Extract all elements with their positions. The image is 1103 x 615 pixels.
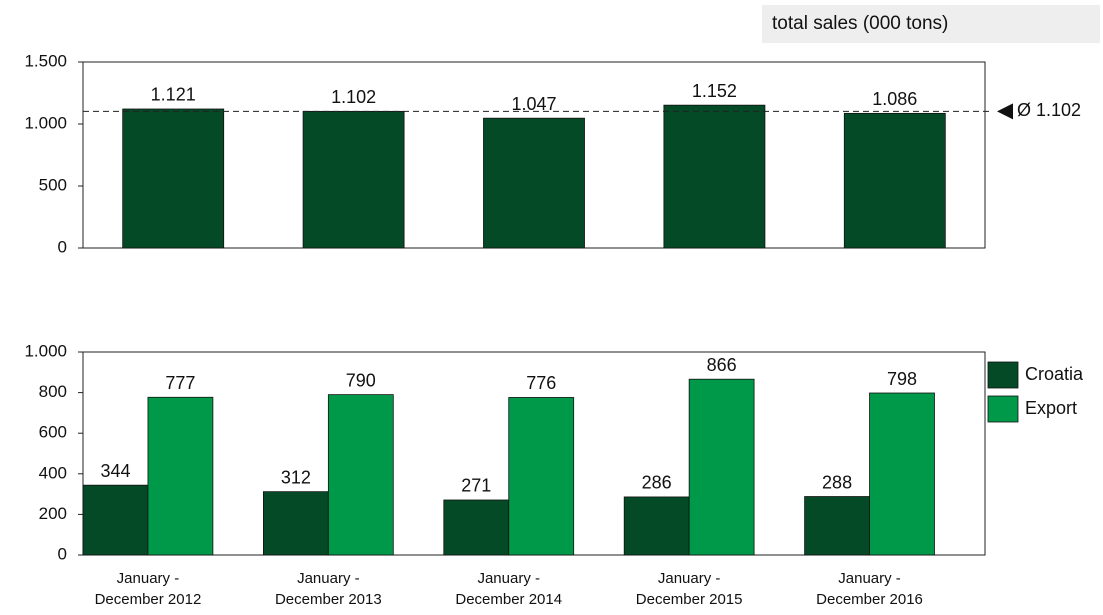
- bar: [843, 112, 946, 249]
- bar: [663, 104, 766, 249]
- bar: [623, 496, 690, 556]
- y-tick-label: 0: [58, 237, 67, 256]
- x-tick-label: January - December 2015: [635, 570, 743, 608]
- data-label: 798: [887, 369, 917, 389]
- y-tick-label: 400: [39, 463, 67, 482]
- bar: [869, 392, 935, 556]
- data-label: 1.121: [151, 85, 196, 105]
- y-tick-label: 1.500: [24, 51, 67, 70]
- data-label: 1.047: [511, 94, 556, 114]
- average-marker: [997, 103, 1013, 120]
- y-tick-label: 1.000: [24, 113, 67, 132]
- y-tick-label: 200: [39, 504, 67, 523]
- title-box: [762, 5, 1100, 43]
- bar: [302, 110, 405, 249]
- bar: [327, 394, 394, 556]
- data-label: 790: [346, 370, 376, 390]
- bar: [443, 499, 510, 556]
- bar: [147, 396, 214, 556]
- x-tick-label: January - December 2016: [816, 570, 923, 608]
- x-tick-label: January - December 2012: [94, 570, 202, 608]
- bar: [122, 108, 225, 249]
- y-tick-label: 600: [39, 423, 67, 442]
- data-label: 776: [526, 373, 556, 393]
- y-tick-label: 1.000: [24, 341, 67, 360]
- legend-swatch: [987, 361, 1019, 389]
- y-tick-label: 500: [39, 175, 67, 194]
- legend-label: Export: [1025, 398, 1077, 418]
- data-label: 866: [707, 355, 737, 375]
- x-tick-label: January - December 2013: [274, 570, 382, 608]
- bar: [688, 378, 755, 556]
- bar: [804, 496, 870, 556]
- bar: [82, 484, 149, 556]
- bar: [483, 117, 585, 249]
- data-label: 312: [281, 467, 311, 487]
- y-tick-label: 0: [58, 544, 67, 563]
- data-label: 1.086: [872, 89, 917, 109]
- legend-label: Croatia: [1025, 364, 1084, 384]
- bar: [508, 397, 575, 556]
- data-label: 288: [822, 472, 852, 492]
- legend-swatch: [987, 395, 1019, 423]
- chart-title: total sales (000 tons): [772, 13, 948, 34]
- data-label: 344: [100, 461, 130, 481]
- data-label: 271: [461, 476, 491, 496]
- x-tick-label: January - December 2014: [455, 570, 563, 608]
- data-label: 1.152: [692, 81, 737, 101]
- data-label: 1.102: [331, 87, 376, 107]
- bar: [262, 491, 329, 556]
- data-label: 777: [165, 373, 195, 393]
- average-label: Ø 1.102: [1017, 100, 1081, 120]
- y-tick-label: 800: [39, 382, 67, 401]
- data-label: 286: [642, 473, 672, 493]
